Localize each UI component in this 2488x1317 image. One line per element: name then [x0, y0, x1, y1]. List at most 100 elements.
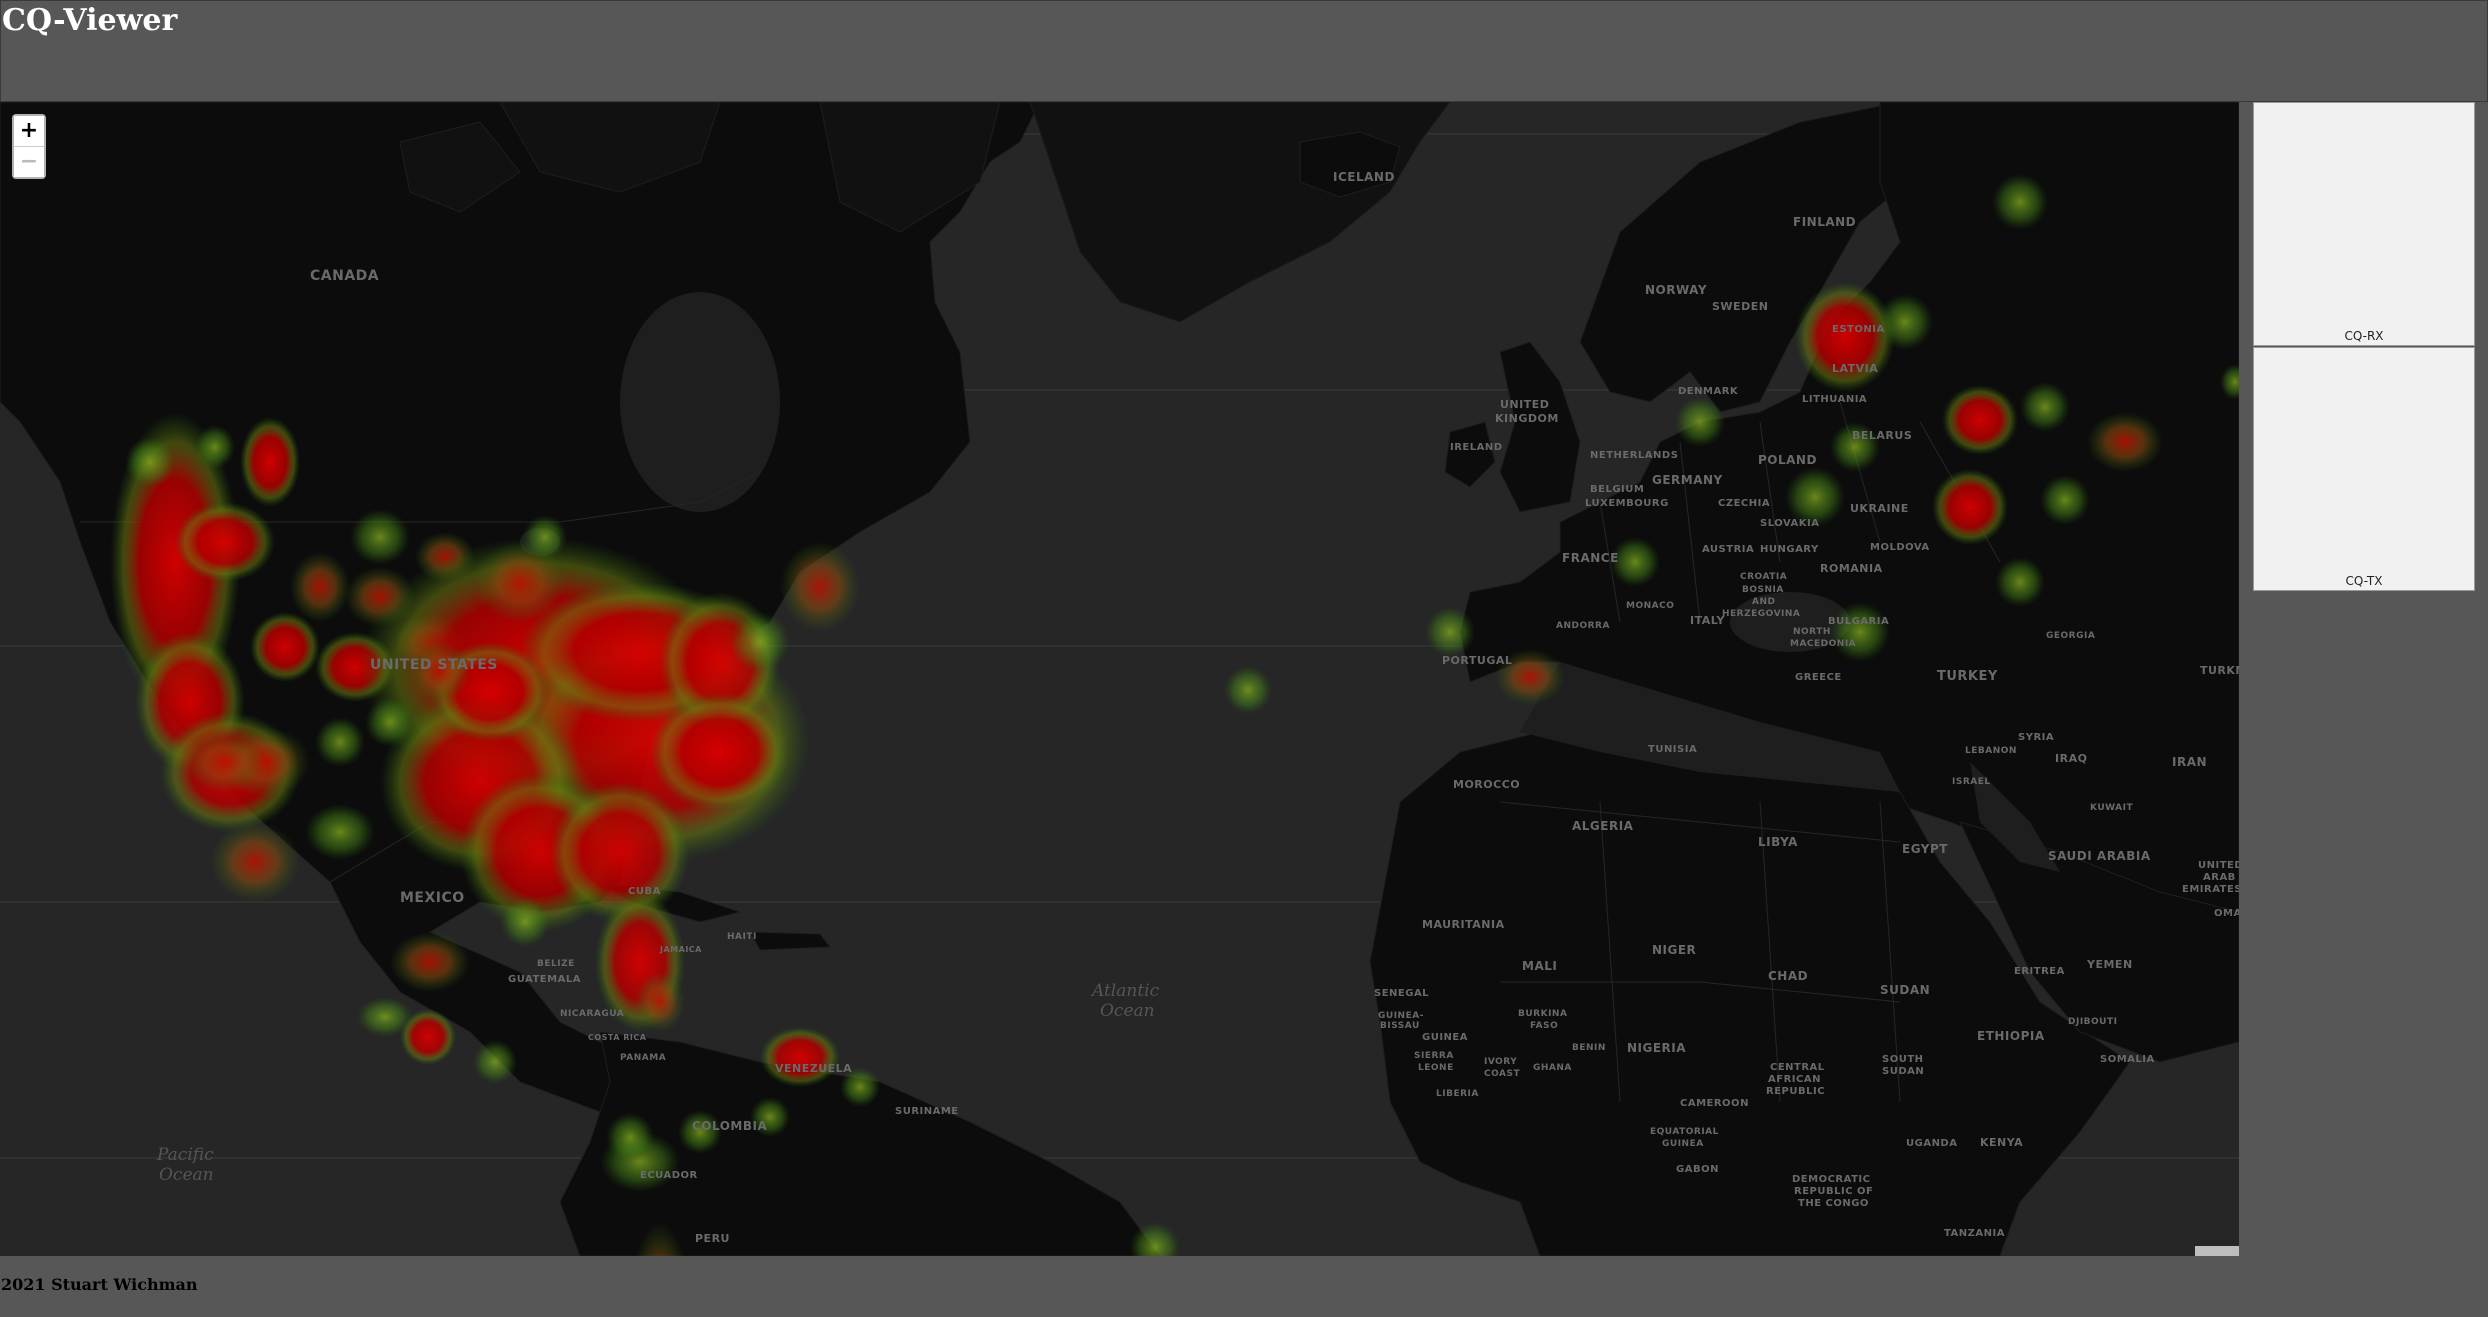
cq-tx-panel[interactable]: CQ-TX: [2253, 347, 2475, 591]
map-label: GHANA: [1533, 1063, 1572, 1073]
map-label: IRAN: [2172, 755, 2207, 769]
map-label: GUINEA-: [1378, 1011, 1424, 1021]
map-label: JAMAICA: [659, 945, 702, 954]
map-label: PORTUGAL: [1442, 654, 1512, 667]
map-label: MAURITANIA: [1422, 918, 1505, 931]
footer: 2021 Stuart Wichman: [0, 1256, 2488, 1317]
map-label: DJIBOUTI: [2068, 1017, 2117, 1027]
map-label: LATVIA: [1832, 362, 1878, 375]
map-label: YEMEN: [2086, 958, 2133, 971]
map-label: NORTH: [1793, 627, 1831, 637]
map-label: FASO: [1530, 1021, 1558, 1031]
map-label: BURKINA: [1518, 1009, 1567, 1019]
arabian-peninsula-landmass: [1959, 821, 2239, 1063]
map-label: UGANDA: [1906, 1138, 1957, 1149]
map-label: CHAD: [1768, 969, 1808, 983]
mediterranean-sea: [1520, 662, 1900, 792]
map-label: IRELAND: [1450, 442, 1503, 453]
map-label: KINGDOM: [1495, 412, 1559, 425]
map-label: FRANCE: [1562, 551, 1619, 565]
map-label: SUDAN: [1880, 983, 1930, 997]
map-label: UNITED: [1500, 398, 1549, 411]
map-label: AUSTRIA: [1702, 544, 1754, 555]
app-title: CQ-Viewer: [2, 3, 178, 38]
south-america-landmass: [559, 1031, 1161, 1256]
map-label: SIERRA: [1414, 1051, 1454, 1061]
map-label: ANDORRA: [1556, 621, 1610, 631]
cq-tx-label: CQ-TX: [2345, 574, 2383, 588]
ocean-label: Pacific: [156, 1145, 214, 1165]
map-label: TURKM: [2200, 664, 2239, 677]
map-label: BELARUS: [1852, 429, 1912, 442]
map-label: BENIN: [1572, 1043, 1606, 1053]
map-label: HUNGARY: [1760, 544, 1819, 555]
map-label: EQUATORIAL: [1650, 1127, 1719, 1137]
map-canvas[interactable]: CANADA UNITED STATES MEXICO ICELAND NORW…: [0, 102, 2239, 1256]
map-label: ROMANIA: [1820, 562, 1883, 575]
map-label: GERMANY: [1652, 473, 1723, 487]
inland-water: [520, 292, 2060, 872]
map-label: ITALY: [1690, 614, 1726, 627]
map-label: SYRIA: [2018, 732, 2054, 743]
map-label: IRAQ: [2055, 752, 2087, 765]
map-label: NIGERIA: [1627, 1041, 1686, 1055]
map-label: SAUDI ARABIA: [2048, 849, 2151, 863]
map-label: ARAB: [2203, 872, 2236, 883]
map-label: UNITED STATES: [370, 657, 498, 673]
map-label: SOMALIA: [2100, 1054, 2155, 1065]
map-label: OMAN: [2214, 908, 2239, 919]
map-label: TANZANIA: [1944, 1228, 2005, 1239]
map-label: EGYPT: [1902, 842, 1948, 856]
map-label: CUBA: [628, 886, 661, 897]
map-label: COLOMBIA: [692, 1119, 767, 1133]
map-label: GREECE: [1795, 672, 1842, 683]
map-label: BELGIUM: [1590, 484, 1644, 495]
map-label: TUNISIA: [1648, 744, 1697, 755]
map-label: GABON: [1676, 1164, 1719, 1175]
map-label: UKRAINE: [1850, 502, 1909, 515]
heatmap-layer: [110, 174, 2239, 1256]
map-view[interactable]: CANADA UNITED STATES MEXICO ICELAND NORW…: [0, 102, 2239, 1256]
map-label: SLOVAKIA: [1760, 518, 1819, 529]
map-label: IVORY: [1484, 1057, 1517, 1067]
map-label: HAITI: [727, 932, 757, 942]
map-label: THE CONGO: [1798, 1198, 1869, 1209]
map-label: GUATEMALA: [508, 974, 581, 985]
side-panel: CQ-RX CQ-TX: [2253, 102, 2475, 591]
land-masses: [0, 102, 2239, 1256]
map-label: HERZEGOVINA: [1722, 609, 1800, 619]
map-label: ESTONIA: [1832, 324, 1885, 335]
map-label: BELIZE: [537, 959, 575, 969]
map-label: LIBYA: [1758, 835, 1798, 849]
cq-rx-panel[interactable]: CQ-RX: [2253, 102, 2475, 346]
map-label: SUDAN: [1882, 1066, 1924, 1077]
map-label: ICELAND: [1333, 170, 1395, 184]
map-label: REPUBLIC OF: [1794, 1186, 1873, 1197]
zoom-in-button[interactable]: +: [14, 116, 44, 146]
map-label: GUINEA: [1422, 1032, 1468, 1043]
cq-rx-label: CQ-RX: [2344, 329, 2384, 343]
map-label: COAST: [1484, 1069, 1520, 1079]
map-label: NETHERLANDS: [1590, 450, 1678, 461]
hispaniola-landmass: [749, 931, 831, 951]
zoom-out-button[interactable]: −: [14, 146, 44, 177]
map-label: ECUADOR: [640, 1170, 698, 1181]
attribution-box[interactable]: [2195, 1246, 2239, 1256]
map-label: MEXICO: [400, 890, 465, 906]
copyright-text: 2021 Stuart Wichman: [1, 1275, 198, 1294]
map-label: GUINEA: [1662, 1139, 1704, 1149]
map-label: VENEZUELA: [775, 1062, 852, 1075]
map-label: BISSAU: [1380, 1021, 1420, 1031]
map-label: LIBERIA: [1436, 1089, 1479, 1099]
map-label: REPUBLIC: [1766, 1086, 1825, 1097]
map-label: SURINAME: [895, 1106, 959, 1117]
map-label: MOLDOVA: [1870, 542, 1930, 553]
map-label: LUXEMBOURG: [1585, 498, 1669, 509]
map-label: PANAMA: [620, 1053, 666, 1063]
map-label: MONACO: [1626, 601, 1674, 611]
map-label: FINLAND: [1793, 215, 1856, 229]
map-label: ALGERIA: [1572, 819, 1634, 833]
map-label: AND: [1752, 597, 1775, 607]
map-label: MACEDONIA: [1790, 639, 1856, 649]
